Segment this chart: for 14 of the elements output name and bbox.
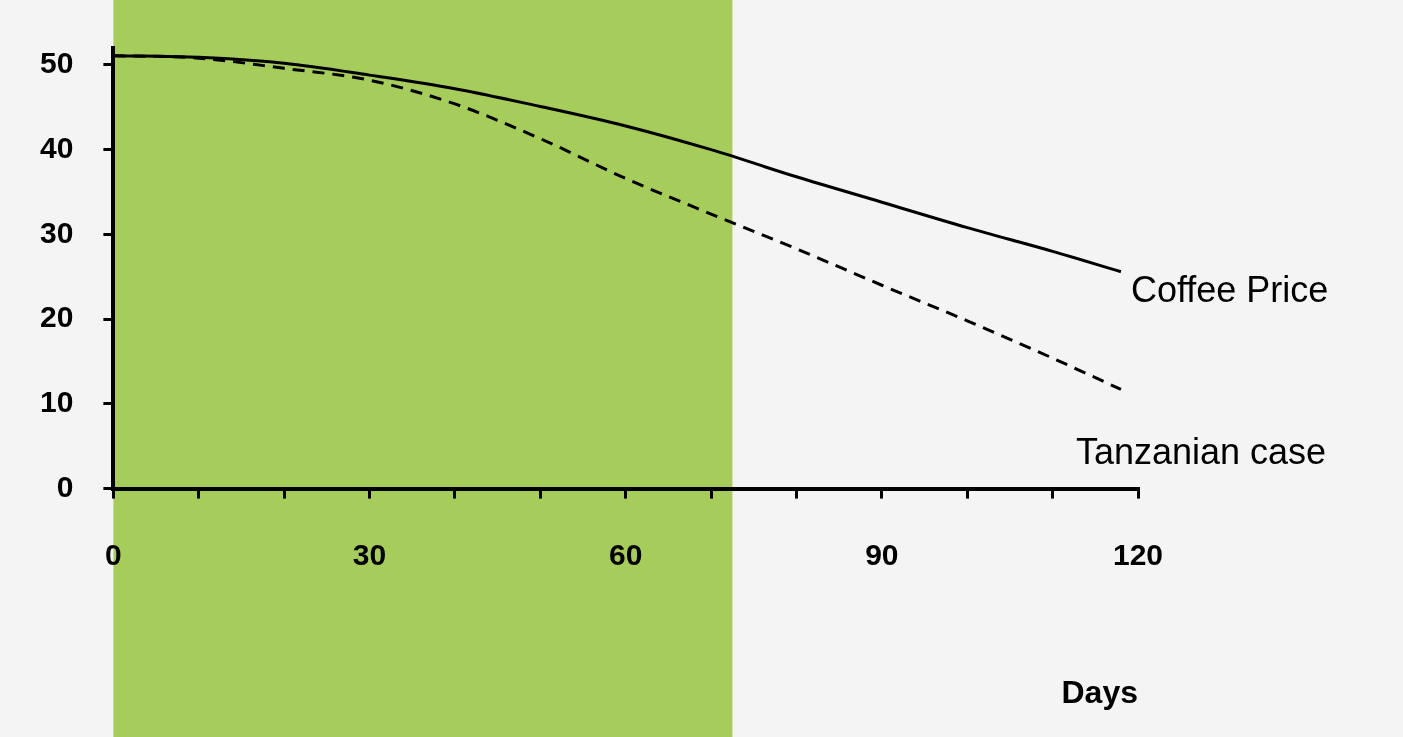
y-tick-label: 40	[39, 130, 74, 164]
x-tick-label: 0	[105, 537, 122, 571]
y-tick-label: 10	[39, 385, 74, 419]
y-tick-label: 50	[39, 46, 74, 80]
x-axis-title: Days	[1061, 673, 1138, 710]
x-tick-label: 60	[609, 537, 643, 571]
x-tick-label: 90	[865, 537, 899, 571]
x-tick-label: 120	[1112, 537, 1164, 571]
series-label: Coffee Price	[1130, 268, 1329, 310]
y-tick-label: 20	[39, 300, 74, 334]
y-tick-label: 0	[56, 469, 74, 503]
y-tick-label: 30	[39, 215, 74, 249]
series-label: Tanzanian case	[1075, 431, 1327, 473]
x-tick-label: 30	[352, 537, 387, 571]
